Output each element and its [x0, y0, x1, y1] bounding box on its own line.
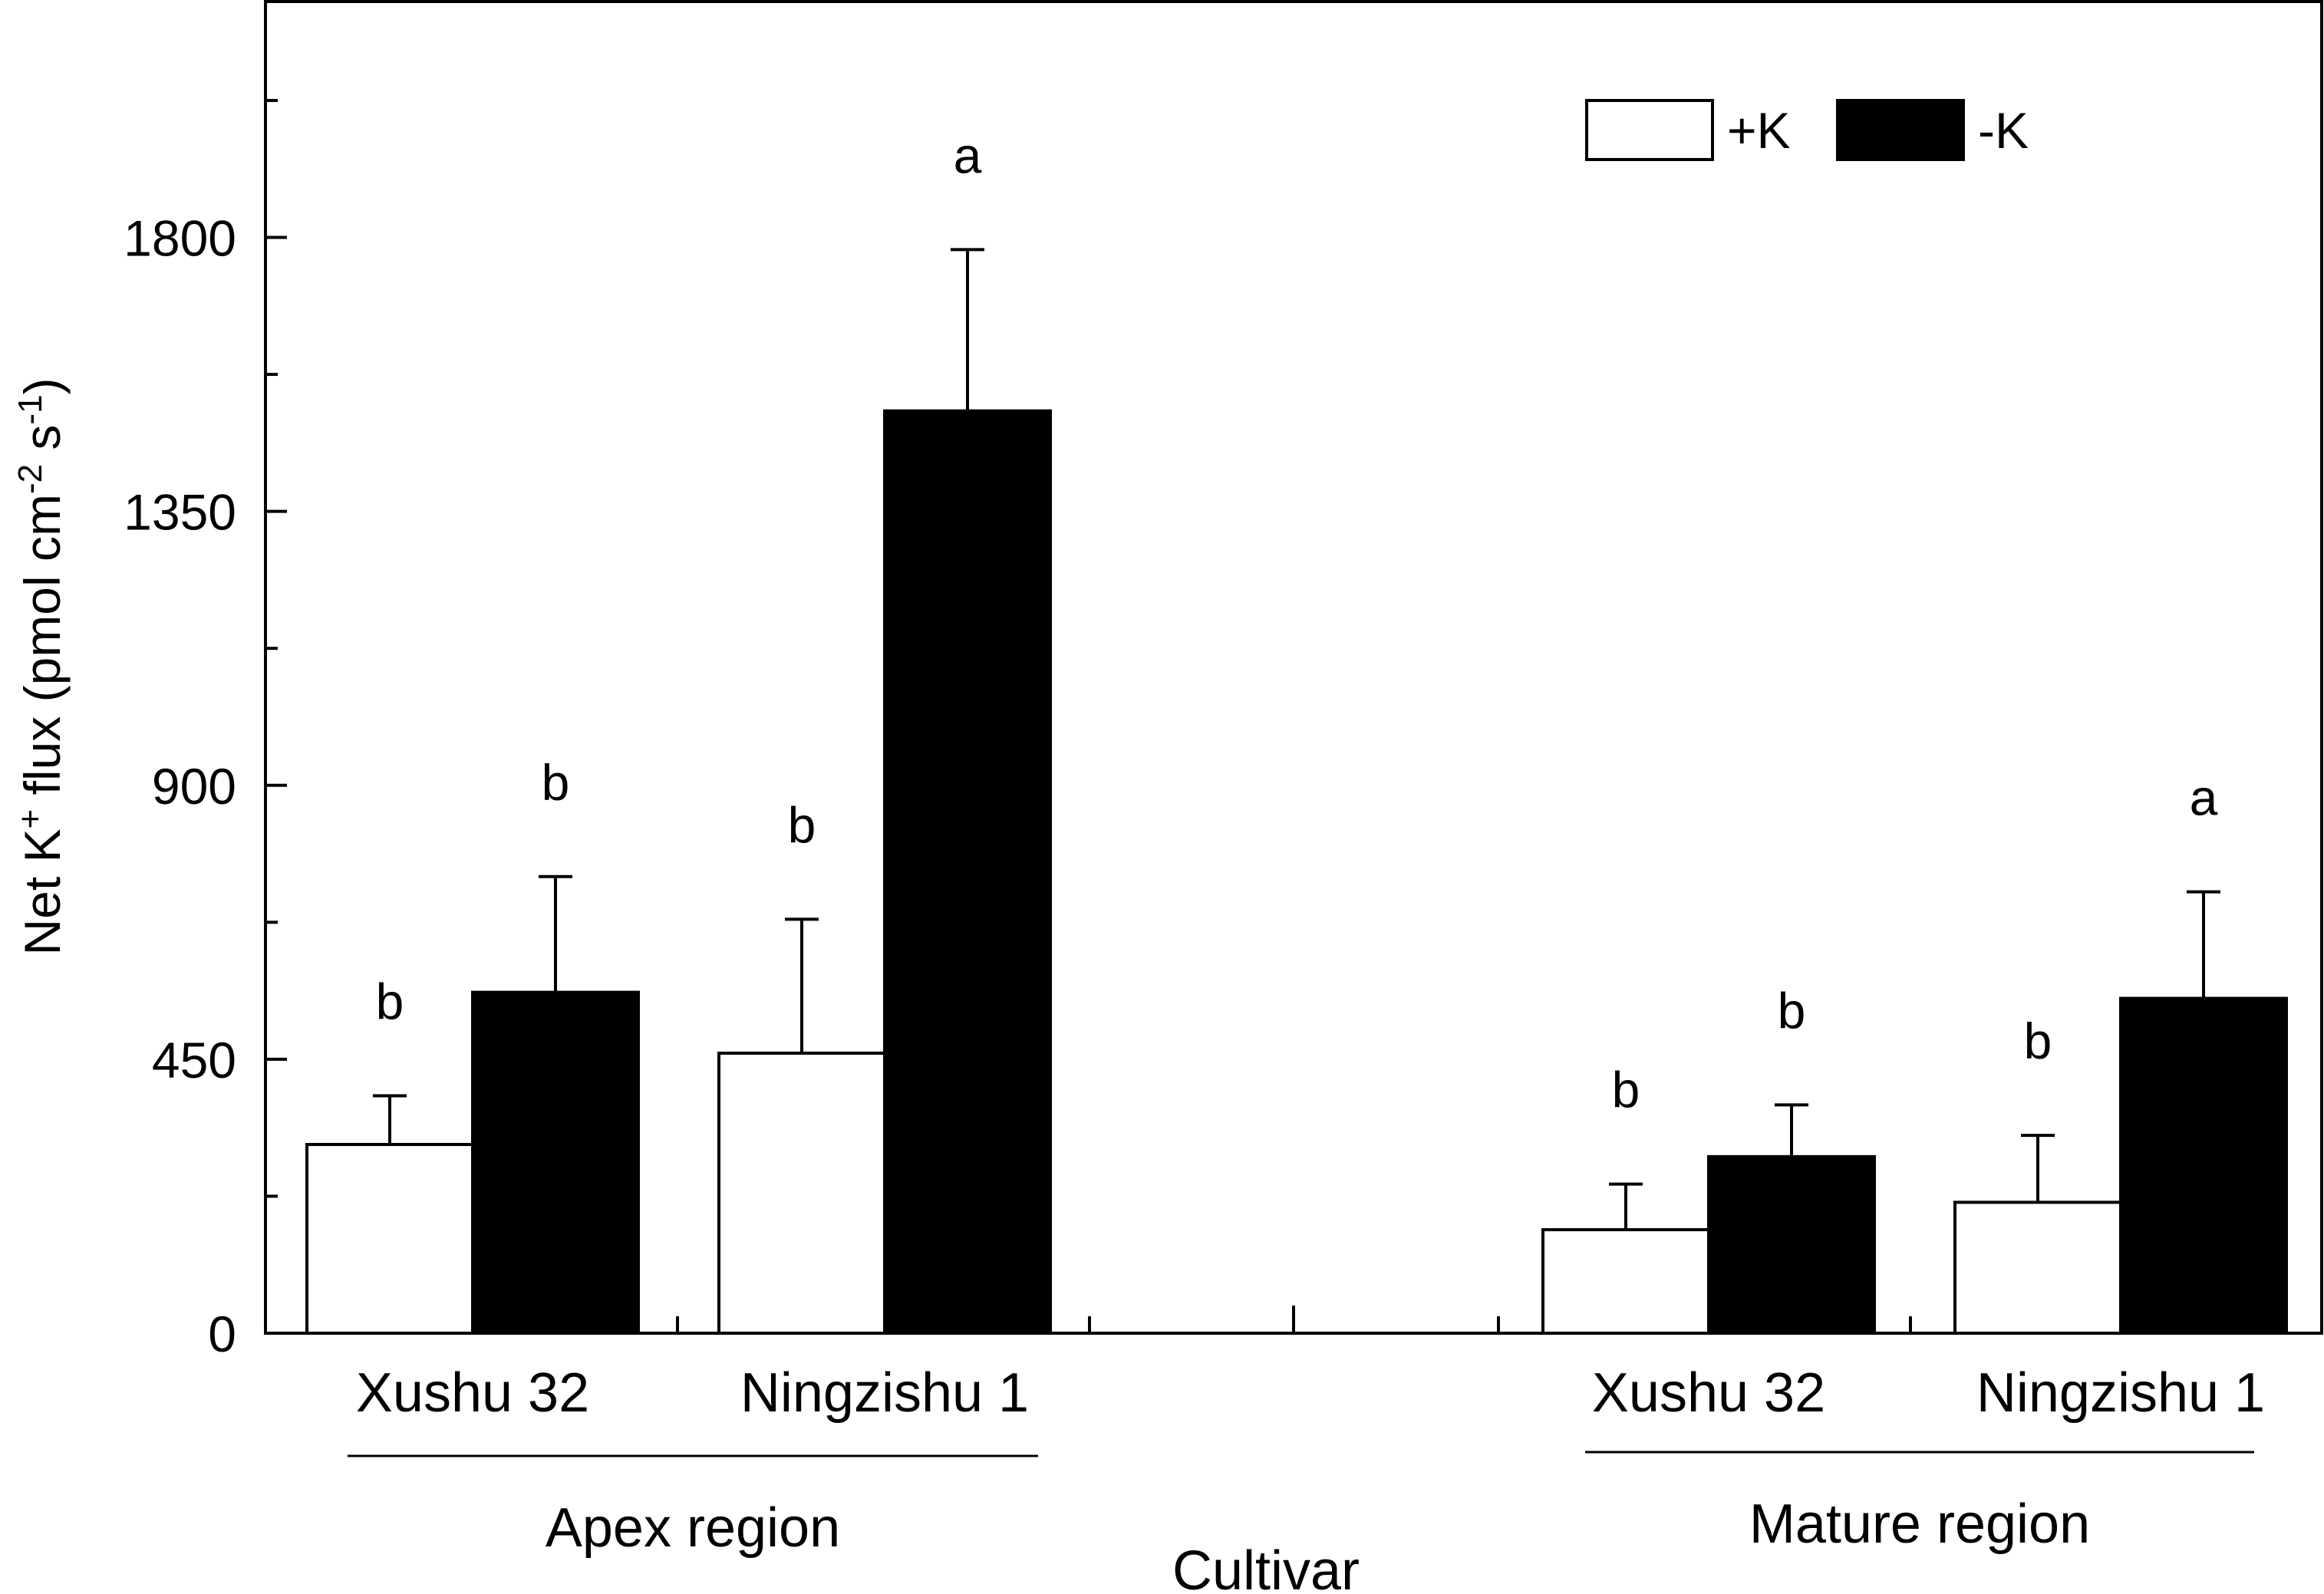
y-axis-label-part: +: [12, 809, 49, 829]
legend-swatch: [1585, 99, 1714, 161]
significance-letter: a: [954, 127, 982, 183]
y-axis-label-part: Net K: [14, 828, 71, 955]
significance-letter: b: [2024, 1013, 2052, 1069]
region-label: Apex region: [546, 1497, 840, 1559]
x-category-label: Xushu 32: [356, 1362, 589, 1424]
y-tick-label: 900: [152, 758, 236, 815]
bar-minus-k: [883, 409, 1052, 1335]
bar-plus-k: [717, 1051, 886, 1335]
legend-swatch: [1836, 99, 1965, 161]
legend-label: -K: [1978, 102, 2029, 159]
bar-plus-k: [305, 1142, 474, 1335]
y-tick-label: 1800: [124, 210, 236, 267]
x-category-label: Ningzishu 1: [1976, 1362, 2265, 1424]
legend-label: +K: [1727, 102, 1791, 159]
significance-letter: b: [1778, 982, 1806, 1039]
y-tick-label: 1350: [124, 484, 236, 541]
region-label: Mature region: [1749, 1494, 2090, 1555]
significance-letter: b: [542, 754, 570, 811]
y-axis-label-part: -2: [12, 464, 49, 494]
significance-letter: b: [376, 973, 404, 1029]
y-axis-label-part: flux (pmol cm: [14, 494, 71, 809]
y-tick-label: 450: [152, 1032, 236, 1088]
x-axis-label: Cultivar: [1172, 1540, 1360, 1594]
x-category-label: Xushu 32: [1592, 1362, 1825, 1424]
y-tick-label: 0: [208, 1306, 236, 1362]
significance-letter: a: [2190, 769, 2218, 826]
bar-minus-k: [1707, 1154, 1876, 1335]
y-axis-label-part: -1: [12, 394, 49, 424]
bar-minus-k: [471, 990, 640, 1335]
significance-letter: b: [788, 796, 816, 853]
y-axis-label-part: s: [14, 425, 71, 464]
x-category-label: Ningzishu 1: [740, 1362, 1029, 1424]
y-axis-label-part: ): [14, 377, 71, 394]
bar-plus-k: [1953, 1200, 2122, 1335]
bar-plus-k: [1541, 1228, 1710, 1335]
significance-letter: b: [1612, 1062, 1640, 1118]
bar-minus-k: [2119, 996, 2288, 1335]
y-axis-label: Net K+ flux (pmol cm-2 s-1): [12, 377, 71, 955]
